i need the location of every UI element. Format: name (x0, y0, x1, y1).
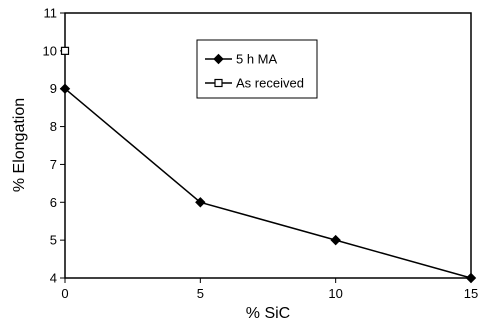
legend-marker (214, 78, 223, 88)
y-tick-label: 8 (50, 119, 57, 134)
y-tick-label: 5 (50, 233, 57, 248)
series-layer (59, 46, 477, 284)
x-tick-label: 15 (464, 286, 478, 301)
data-point (60, 46, 70, 55)
x-tick-label: 5 (197, 286, 204, 301)
x-axis-ticks: 0 5 10 15 (61, 278, 478, 301)
legend: 5 h MA As received (196, 39, 318, 99)
legend-box (196, 39, 318, 99)
data-point (465, 272, 477, 284)
legend-items: 5 h MA As received (205, 52, 304, 91)
y-axis-title: % Elongation (11, 98, 28, 192)
x-tick-label: 0 (61, 286, 68, 301)
data-point (195, 197, 206, 208)
x-axis-title: % SiC (246, 305, 290, 322)
series-line (64, 88, 472, 279)
y-tick-label: 6 (50, 195, 57, 210)
y-tick-label: 7 (50, 157, 57, 172)
y-tick-label: 4 (50, 271, 57, 286)
y-tick-label: 10 (43, 43, 57, 58)
legend-label: As received (236, 76, 304, 91)
legend-label: 5 h MA (236, 52, 278, 67)
data-point (59, 83, 71, 94)
legend-marker (213, 53, 224, 65)
x-tick-label: 10 (328, 286, 342, 301)
data-point (330, 234, 341, 246)
y-tick-label: 9 (50, 81, 57, 96)
y-tick-label: 11 (44, 6, 58, 21)
